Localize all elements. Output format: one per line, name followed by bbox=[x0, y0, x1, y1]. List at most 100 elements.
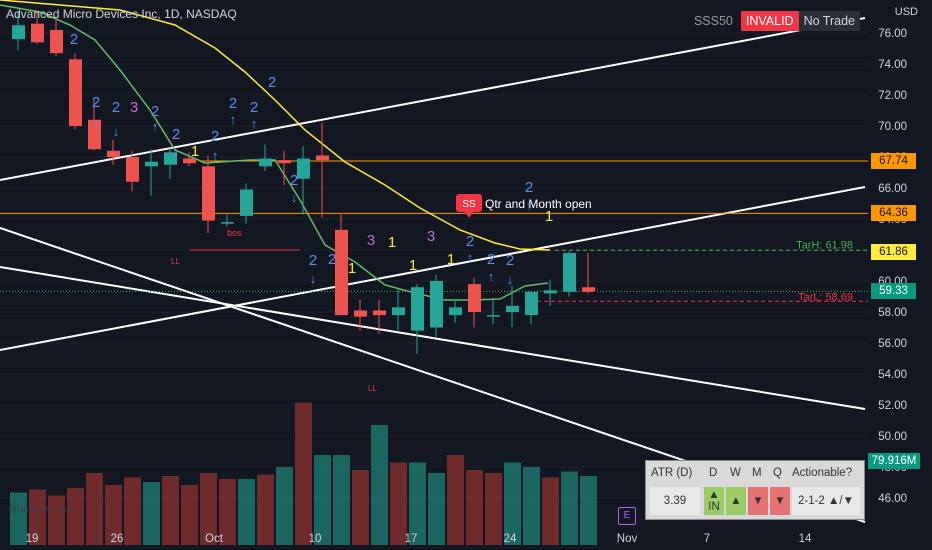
volume-bar bbox=[48, 495, 65, 545]
candle-body[interactable] bbox=[544, 290, 557, 294]
price-tick-label: 74.00 bbox=[878, 59, 907, 71]
count-arrow-icon: ↑ bbox=[251, 116, 258, 131]
volume-bar bbox=[143, 482, 160, 545]
candle-body[interactable] bbox=[335, 229, 348, 316]
volume-bar bbox=[390, 462, 407, 545]
time-tick-label: 10 bbox=[309, 533, 322, 545]
candle-body[interactable] bbox=[31, 23, 44, 43]
candle-body[interactable] bbox=[487, 315, 500, 317]
volume-bar bbox=[295, 402, 312, 545]
count-arrow-icon: ↓ bbox=[291, 190, 298, 205]
time-tick-label: 24 bbox=[504, 533, 517, 545]
time-tick-label: 17 bbox=[405, 533, 418, 545]
candle-body[interactable] bbox=[316, 155, 329, 161]
candle-body[interactable] bbox=[221, 222, 234, 224]
ss-marker-pointer bbox=[465, 212, 473, 218]
candle-body[interactable] bbox=[563, 253, 576, 292]
price-tick-label: 54.00 bbox=[878, 369, 907, 381]
candle-body[interactable] bbox=[354, 310, 367, 317]
volume-bar bbox=[86, 473, 103, 545]
indicator-status: SSS50 INVALID No Trade bbox=[694, 11, 860, 31]
count-label: 2 bbox=[151, 103, 159, 120]
time-tick-label: 19 bbox=[26, 533, 39, 545]
volume-bar bbox=[580, 476, 597, 545]
price-tag-label: 61.86 bbox=[871, 244, 916, 261]
symbol-title[interactable]: Advanced Micro Devices Inc, 1D, NASDAQ bbox=[6, 7, 237, 21]
candle-body[interactable] bbox=[582, 287, 595, 292]
time-tick-label: Nov bbox=[617, 533, 638, 545]
candle-body[interactable] bbox=[183, 158, 196, 164]
count-label: 2 bbox=[309, 252, 317, 269]
candle-body[interactable] bbox=[278, 160, 291, 164]
time-tick-label: Oct bbox=[205, 533, 224, 545]
volume-bar bbox=[409, 462, 426, 545]
volume-bar bbox=[542, 477, 559, 545]
price-tick-label: 76.00 bbox=[878, 28, 907, 40]
ll-label: LL bbox=[368, 384, 377, 393]
count-label: 2 bbox=[290, 172, 298, 189]
candle-body[interactable] bbox=[411, 287, 424, 331]
count-label: 1 bbox=[191, 143, 199, 160]
atr-table: ATR (D) D W M Q Actionable? 3.39 ▲ IN ▲ … bbox=[645, 460, 865, 520]
count-label: 2 bbox=[525, 179, 533, 196]
volume-bar bbox=[561, 471, 578, 545]
volume-bar bbox=[124, 477, 141, 545]
count-arrow-icon: ↑ bbox=[212, 148, 219, 163]
price-tick-label: 58.00 bbox=[878, 307, 907, 319]
candle-body[interactable] bbox=[88, 119, 101, 150]
volume-bar bbox=[105, 485, 122, 545]
candle-body[interactable] bbox=[202, 166, 215, 221]
earnings-event-icon[interactable]: E bbox=[618, 507, 636, 525]
count-label: 1 bbox=[409, 257, 417, 274]
ss-marker-icon[interactable] bbox=[456, 194, 482, 212]
status-badge: INVALID bbox=[740, 11, 799, 31]
trade-label: No Trade bbox=[798, 11, 860, 31]
count-label: 2 bbox=[268, 74, 276, 91]
candle-body[interactable] bbox=[69, 59, 82, 126]
price-tick-label: 56.00 bbox=[878, 338, 907, 350]
atr-value: 3.39 bbox=[650, 487, 700, 515]
candle-body[interactable] bbox=[12, 25, 25, 40]
candle-body[interactable] bbox=[392, 307, 405, 316]
price-tick-label: 72.00 bbox=[878, 90, 907, 102]
candle-body[interactable] bbox=[449, 307, 462, 316]
candle-body[interactable] bbox=[430, 281, 443, 328]
count-arrow-icon: ↑ bbox=[230, 112, 237, 127]
candle-body[interactable] bbox=[506, 305, 519, 312]
w-header: W bbox=[730, 467, 741, 479]
count-label: 1 bbox=[388, 234, 396, 251]
candle-body[interactable] bbox=[373, 310, 386, 316]
trendline-upper[interactable] bbox=[0, 17, 866, 181]
atr-header: ATR (D) bbox=[651, 467, 693, 479]
count-arrow-icon: ↓ bbox=[310, 271, 317, 286]
price-tag-label: 79.916M bbox=[868, 453, 920, 469]
candle-body[interactable] bbox=[525, 291, 538, 316]
count-label: 2 bbox=[172, 126, 180, 143]
d-value: ▲ IN bbox=[704, 487, 724, 515]
currency-label[interactable]: USD bbox=[894, 6, 918, 18]
count-label: 3 bbox=[427, 228, 435, 245]
price-tick-label: 70.00 bbox=[878, 121, 907, 133]
count-arrow-icon: ↓ bbox=[507, 272, 514, 287]
candle-body[interactable] bbox=[297, 158, 310, 179]
count-label: 2 bbox=[70, 31, 78, 48]
candle-body[interactable] bbox=[259, 158, 272, 167]
trendline-mid[interactable] bbox=[0, 186, 866, 351]
candle-body[interactable] bbox=[50, 29, 63, 54]
count-arrow-icon: ↑ bbox=[152, 119, 159, 134]
candle-body[interactable] bbox=[240, 189, 253, 216]
candle-body[interactable] bbox=[468, 284, 481, 312]
candle-body[interactable] bbox=[164, 152, 177, 165]
candle-body[interactable] bbox=[145, 161, 158, 167]
actionable-header: Actionable? bbox=[792, 467, 853, 479]
ma-green-line bbox=[0, 4, 549, 301]
volume-bar bbox=[504, 462, 521, 545]
volume-bar bbox=[257, 474, 274, 545]
trendline-lower-2[interactable] bbox=[0, 266, 866, 410]
time-tick-label: 14 bbox=[799, 533, 812, 545]
price-tick-label: 52.00 bbox=[878, 400, 907, 412]
candle-body[interactable] bbox=[126, 157, 139, 182]
count-label: 2 bbox=[466, 233, 474, 250]
candle-body[interactable] bbox=[107, 150, 120, 157]
